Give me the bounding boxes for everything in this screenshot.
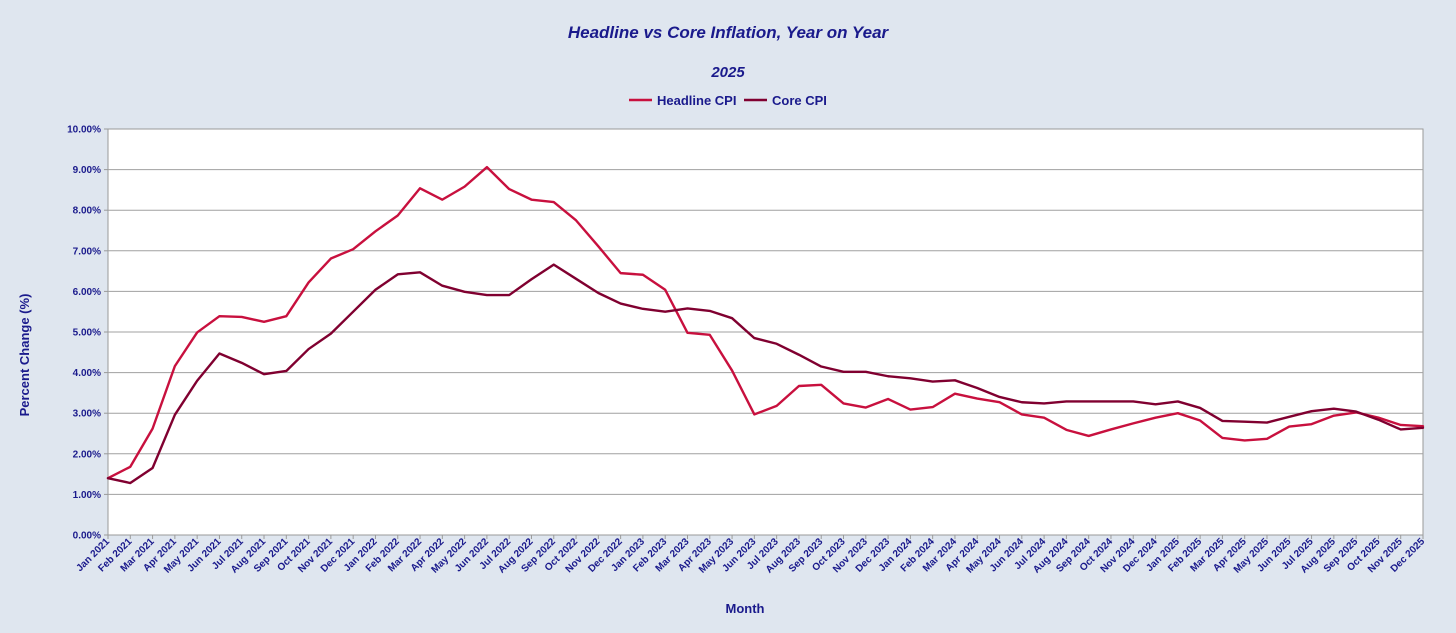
y-tick-label: 8.00% <box>73 206 101 217</box>
y-tick-label: 3.00% <box>73 409 101 420</box>
gridlines <box>108 169 1423 495</box>
chart-title: Headline vs Core Inflation, Year on Year <box>568 23 890 42</box>
legend-label: Core CPI <box>772 93 827 108</box>
series-lines <box>106 165 1425 485</box>
y-axis-title: Percent Change (%) <box>17 294 32 417</box>
y-tick-label: 5.00% <box>73 328 101 339</box>
y-tick-label: 2.00% <box>73 449 101 460</box>
series-line-core-cpi <box>106 263 1425 485</box>
y-tick-label: 7.00% <box>73 246 101 257</box>
y-tick-label: 1.00% <box>73 490 101 501</box>
y-tick-label: 6.00% <box>73 287 101 298</box>
x-axis-title: Month <box>726 601 765 616</box>
series-line-headline-cpi <box>106 165 1425 480</box>
chart-subtitle: 2025 <box>710 64 745 81</box>
y-tick-label: 10.00% <box>67 125 101 136</box>
y-tick-label: 0.00% <box>73 531 101 542</box>
legend-label: Headline CPI <box>657 93 736 108</box>
y-axis-ticks: 0.00% 1.00% 2.00% 3.00% 4.00% 5.00% 6.00% 7.00%… <box>67 125 108 542</box>
legend: Headline CPI Core CPI <box>629 93 827 108</box>
y-tick-label: 4.00% <box>73 368 101 379</box>
y-tick-label: 9.00% <box>73 165 101 176</box>
